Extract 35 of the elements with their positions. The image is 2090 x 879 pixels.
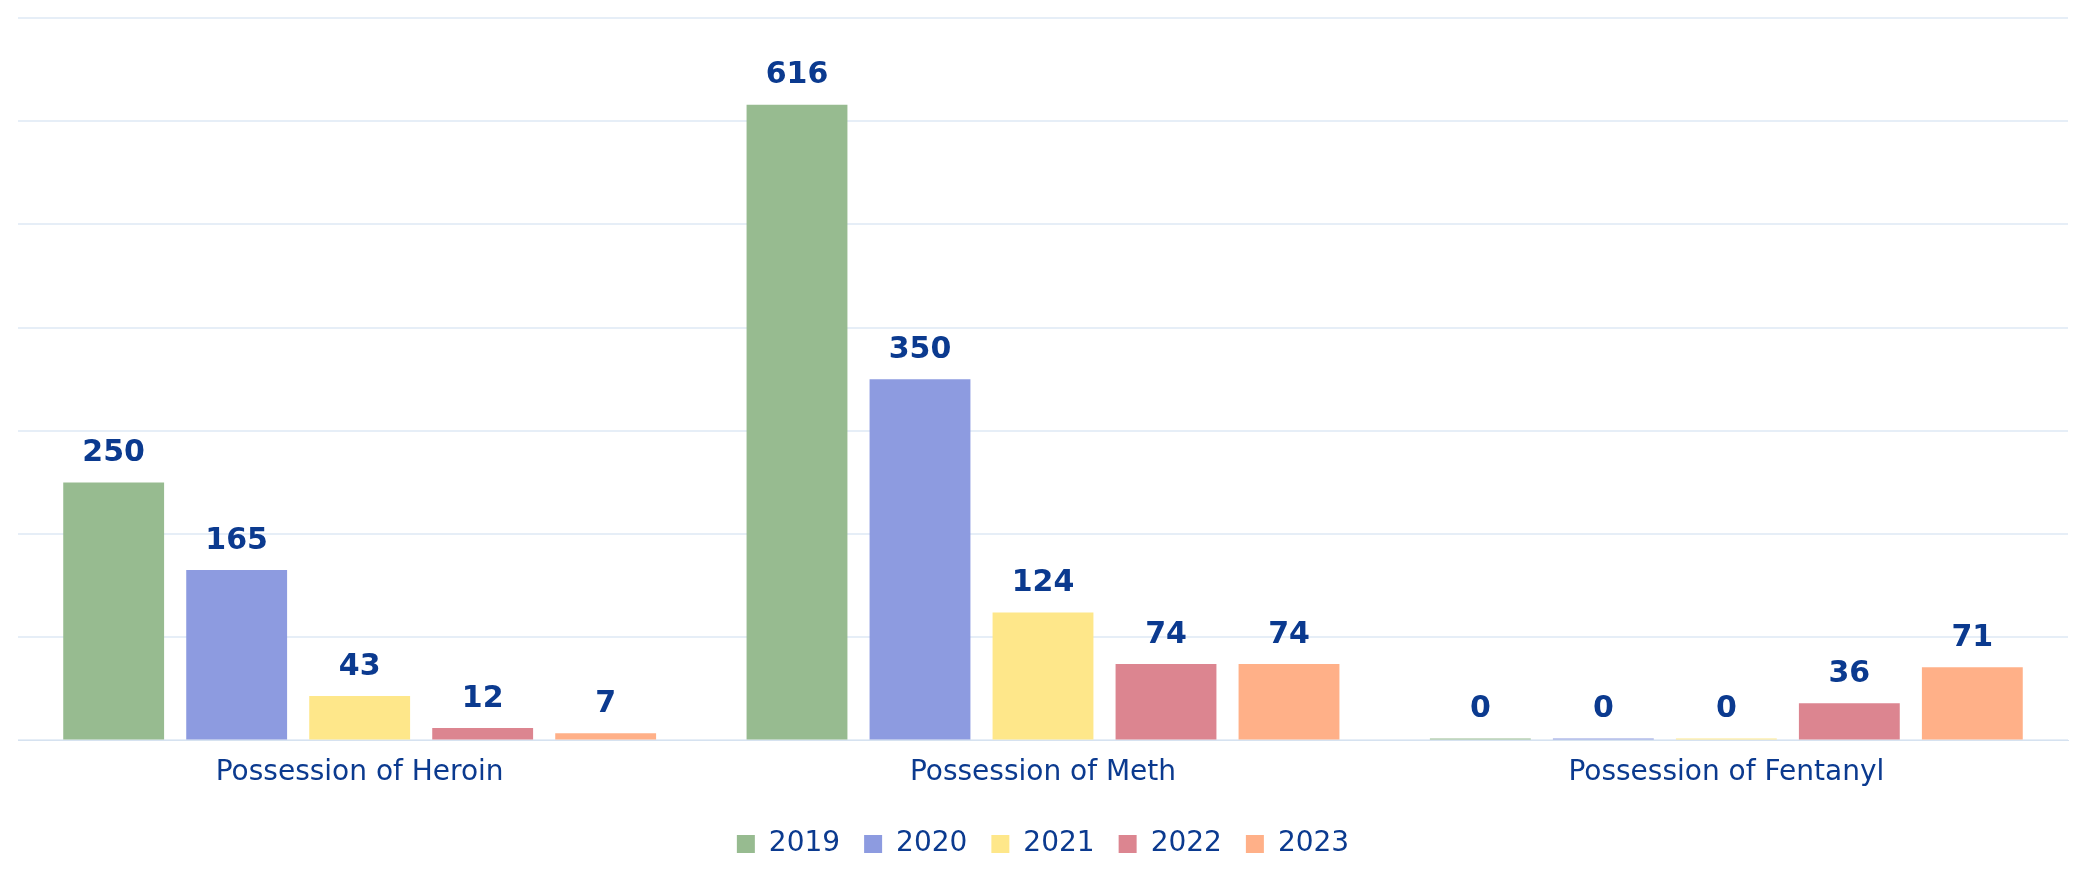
data-label: 74 [1268, 614, 1310, 650]
bar [869, 379, 971, 740]
bar [309, 696, 411, 740]
data-label: 0 [1715, 689, 1737, 725]
data-label: 71 [1951, 617, 1994, 653]
bar [555, 733, 657, 740]
bar [1238, 664, 1340, 740]
bar [432, 728, 534, 740]
bar [63, 482, 165, 740]
x-tick-label: Possession of Fentanyl [1568, 754, 1885, 788]
data-label: 165 [205, 520, 268, 556]
bar [1115, 664, 1217, 740]
data-label: 0 [1592, 689, 1614, 725]
data-label: 616 [765, 55, 829, 91]
bar [186, 570, 288, 740]
bar [992, 612, 1094, 740]
legend-label: 2021 [1023, 825, 1095, 859]
legend-label: 2019 [768, 825, 841, 859]
data-label: 124 [1011, 563, 1075, 599]
data-label: 0 [1469, 689, 1491, 725]
legend-label: 2022 [1150, 825, 1222, 859]
data-label: 74 [1145, 614, 1187, 650]
x-tick-label: Possession of Heroin [215, 754, 504, 788]
bar [1921, 667, 2023, 740]
data-label: 36 [1828, 654, 1871, 690]
legend-label: 2023 [1277, 825, 1350, 859]
data-label: 7 [595, 683, 617, 719]
data-label: 250 [82, 433, 145, 469]
bar [746, 104, 848, 740]
x-tick-label: Possession of Meth [909, 754, 1177, 788]
data-label: 12 [461, 678, 504, 714]
data-label: 43 [338, 646, 381, 682]
legend-label: 2020 [896, 825, 968, 859]
data-label: 350 [888, 330, 952, 365]
bar [1798, 703, 1900, 740]
